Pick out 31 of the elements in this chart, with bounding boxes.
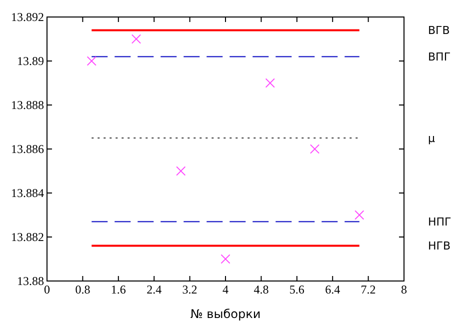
y-tick-label: 13.892 (11, 10, 44, 24)
x-tick-label: 6.4 (325, 282, 340, 297)
x-tick-label: 8 (401, 282, 407, 297)
y-tick-label: 13.882 (11, 230, 44, 244)
x-tick-label: 7.2 (360, 282, 376, 297)
x-tick-label: 3.2 (182, 282, 198, 297)
x-tick-label: 5.6 (289, 282, 304, 297)
point (310, 144, 320, 154)
point (86, 56, 96, 66)
text: НГВ (428, 240, 451, 253)
y-tick-label: 13.89 (17, 54, 44, 68)
y-tick-label: 13.88 (17, 274, 44, 288)
y-tick-label: 13.886 (11, 142, 44, 156)
text: μ (428, 132, 435, 145)
text: ВПГ (428, 50, 451, 64)
point (220, 254, 230, 264)
point (176, 166, 186, 176)
x-tick-label: 4 (222, 282, 228, 297)
point (131, 34, 142, 44)
y-tick-label: 13.888 (11, 98, 44, 112)
x-tick-label: 0.8 (75, 282, 90, 297)
x-tick-label: 1.6 (110, 282, 126, 297)
text: НПГ (428, 215, 452, 228)
y-tick-label: 13.884 (11, 186, 44, 200)
point (265, 78, 275, 88)
x-tick-label: 0 (44, 282, 50, 297)
x-axis-title: № выборки (190, 307, 261, 321)
point (354, 210, 364, 220)
x-tick-label: 4.8 (254, 282, 269, 297)
text: ВГВ (428, 24, 450, 38)
x-tick-label: 2.4 (146, 282, 162, 297)
